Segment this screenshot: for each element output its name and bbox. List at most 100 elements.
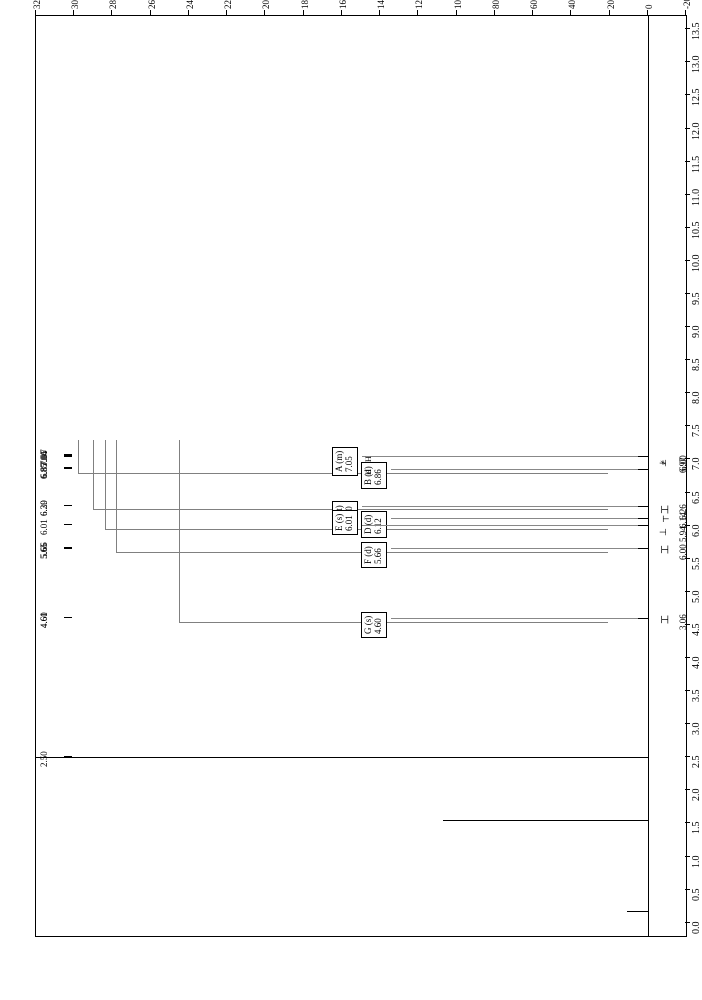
integral-value: 3.06 — [678, 615, 687, 631]
x-tick — [685, 690, 690, 691]
y-tick-label: 10000 — [453, 0, 463, 9]
multiplet-connector — [362, 506, 637, 507]
x-tick — [685, 326, 690, 327]
x-tick-label: 11.5 — [691, 155, 702, 172]
integral-bracket: 工 — [658, 545, 671, 554]
y-tick-label: 20000 — [261, 0, 271, 9]
multiplet-h-marker: H — [364, 469, 373, 475]
x-tick-label: 5.0 — [691, 590, 702, 603]
multiplet-value: 6.86 — [374, 466, 384, 485]
x-tick — [685, 822, 690, 823]
y-tick-label: 28000 — [108, 0, 118, 9]
multiplet-box: B (d)6.86 — [361, 462, 387, 489]
multiplet-connector — [391, 518, 638, 519]
y-tick — [264, 10, 265, 15]
x-tick-label: 6.0 — [691, 524, 702, 537]
multiplet-value: 4.60 — [374, 616, 384, 634]
x-tick-label: 8.5 — [691, 359, 702, 372]
integral-bracket: ┬ — [658, 516, 668, 522]
x-tick-label: 10.5 — [691, 221, 702, 239]
y-tick — [570, 10, 571, 15]
spectrum-peak — [36, 757, 648, 758]
x-tick — [685, 260, 690, 261]
peak-label: 2.50 — [39, 752, 49, 768]
y-tick — [532, 10, 533, 15]
x-tick — [685, 425, 690, 426]
x-tick-label: 7.0 — [691, 458, 702, 471]
x-tick — [685, 458, 690, 459]
y-tick-label: 0 — [644, 5, 654, 10]
multiplet-connector — [391, 618, 638, 619]
y-tick — [456, 10, 457, 15]
y-tick-label: 2000 — [606, 0, 616, 9]
y-tick-label: 12000 — [414, 0, 424, 9]
y-tick — [341, 10, 342, 15]
x-tick — [685, 756, 690, 757]
x-tick — [685, 359, 690, 360]
y-tick — [647, 10, 648, 15]
x-tick-label: 12.0 — [691, 122, 702, 140]
x-tick-label: 8.0 — [691, 392, 702, 405]
multiplet-connector — [391, 548, 638, 549]
x-tick — [685, 392, 690, 393]
y-tick — [685, 10, 686, 15]
y-tick-label: -2000 — [682, 0, 692, 9]
y-tick — [494, 10, 495, 15]
multiplet-connector — [362, 456, 637, 457]
x-tick — [685, 94, 690, 95]
x-tick — [685, 293, 690, 294]
x-tick — [685, 558, 690, 559]
x-tick — [685, 591, 690, 592]
y-tick — [609, 10, 610, 15]
x-tick-label: 1.0 — [691, 855, 702, 868]
spectrum-peak — [443, 820, 648, 821]
x-tick — [685, 194, 690, 195]
x-tick-label: 9.0 — [691, 326, 702, 339]
x-tick-label: 10.0 — [691, 254, 702, 272]
y-tick-label: 6000 — [529, 0, 539, 9]
x-tick-label: 12.5 — [691, 89, 702, 107]
multiplet-value: 6.01 — [345, 514, 355, 531]
x-tick — [685, 128, 690, 129]
y-tick-label: 4000 — [567, 0, 577, 9]
x-tick — [685, 723, 690, 724]
peak-label-tick — [64, 756, 72, 757]
region-correlation-line — [179, 440, 180, 622]
x-tick — [685, 28, 690, 29]
y-tick — [188, 10, 189, 15]
integral-bracket: ⊥ — [658, 528, 669, 536]
y-tick-label: 8000 — [491, 0, 501, 9]
x-tick-label: 6.5 — [691, 491, 702, 504]
peak-label-tick — [64, 617, 72, 618]
peak-label-tick — [64, 548, 72, 549]
x-tick-label: 11.0 — [691, 189, 702, 206]
y-tick-label: 18000 — [300, 0, 310, 9]
x-tick-label: 13.5 — [691, 23, 702, 41]
x-tick — [685, 889, 690, 890]
multiplet-box: A (m)7.05 — [332, 447, 358, 476]
x-tick — [685, 922, 690, 923]
region-correlation-line — [105, 440, 106, 529]
peak-label: 6.85 — [39, 464, 49, 480]
y-tick — [379, 10, 380, 15]
multiplet-value: 7.05 — [345, 451, 355, 472]
x-tick — [685, 161, 690, 162]
y-tick-label: 16000 — [338, 0, 348, 9]
y-tick-label: 32000 — [32, 0, 42, 9]
spectrum-peak — [627, 911, 648, 912]
x-tick-label: 2.5 — [691, 756, 702, 769]
x-tick-label: 5.5 — [691, 557, 702, 570]
integral-bracket: 工 — [658, 615, 671, 624]
x-tick — [685, 657, 690, 658]
y-tick — [417, 10, 418, 15]
peak-label-tick — [64, 505, 72, 506]
integral-value: 6.97 — [678, 458, 687, 474]
peak-label-tick — [64, 456, 72, 457]
region-correlation-line — [93, 440, 94, 509]
y-tick — [226, 10, 227, 15]
x-tick — [685, 624, 690, 625]
x-tick — [685, 61, 690, 62]
x-tick — [685, 492, 690, 493]
peak-label: 6.29 — [39, 501, 49, 517]
y-tick-label: 30000 — [70, 0, 80, 9]
